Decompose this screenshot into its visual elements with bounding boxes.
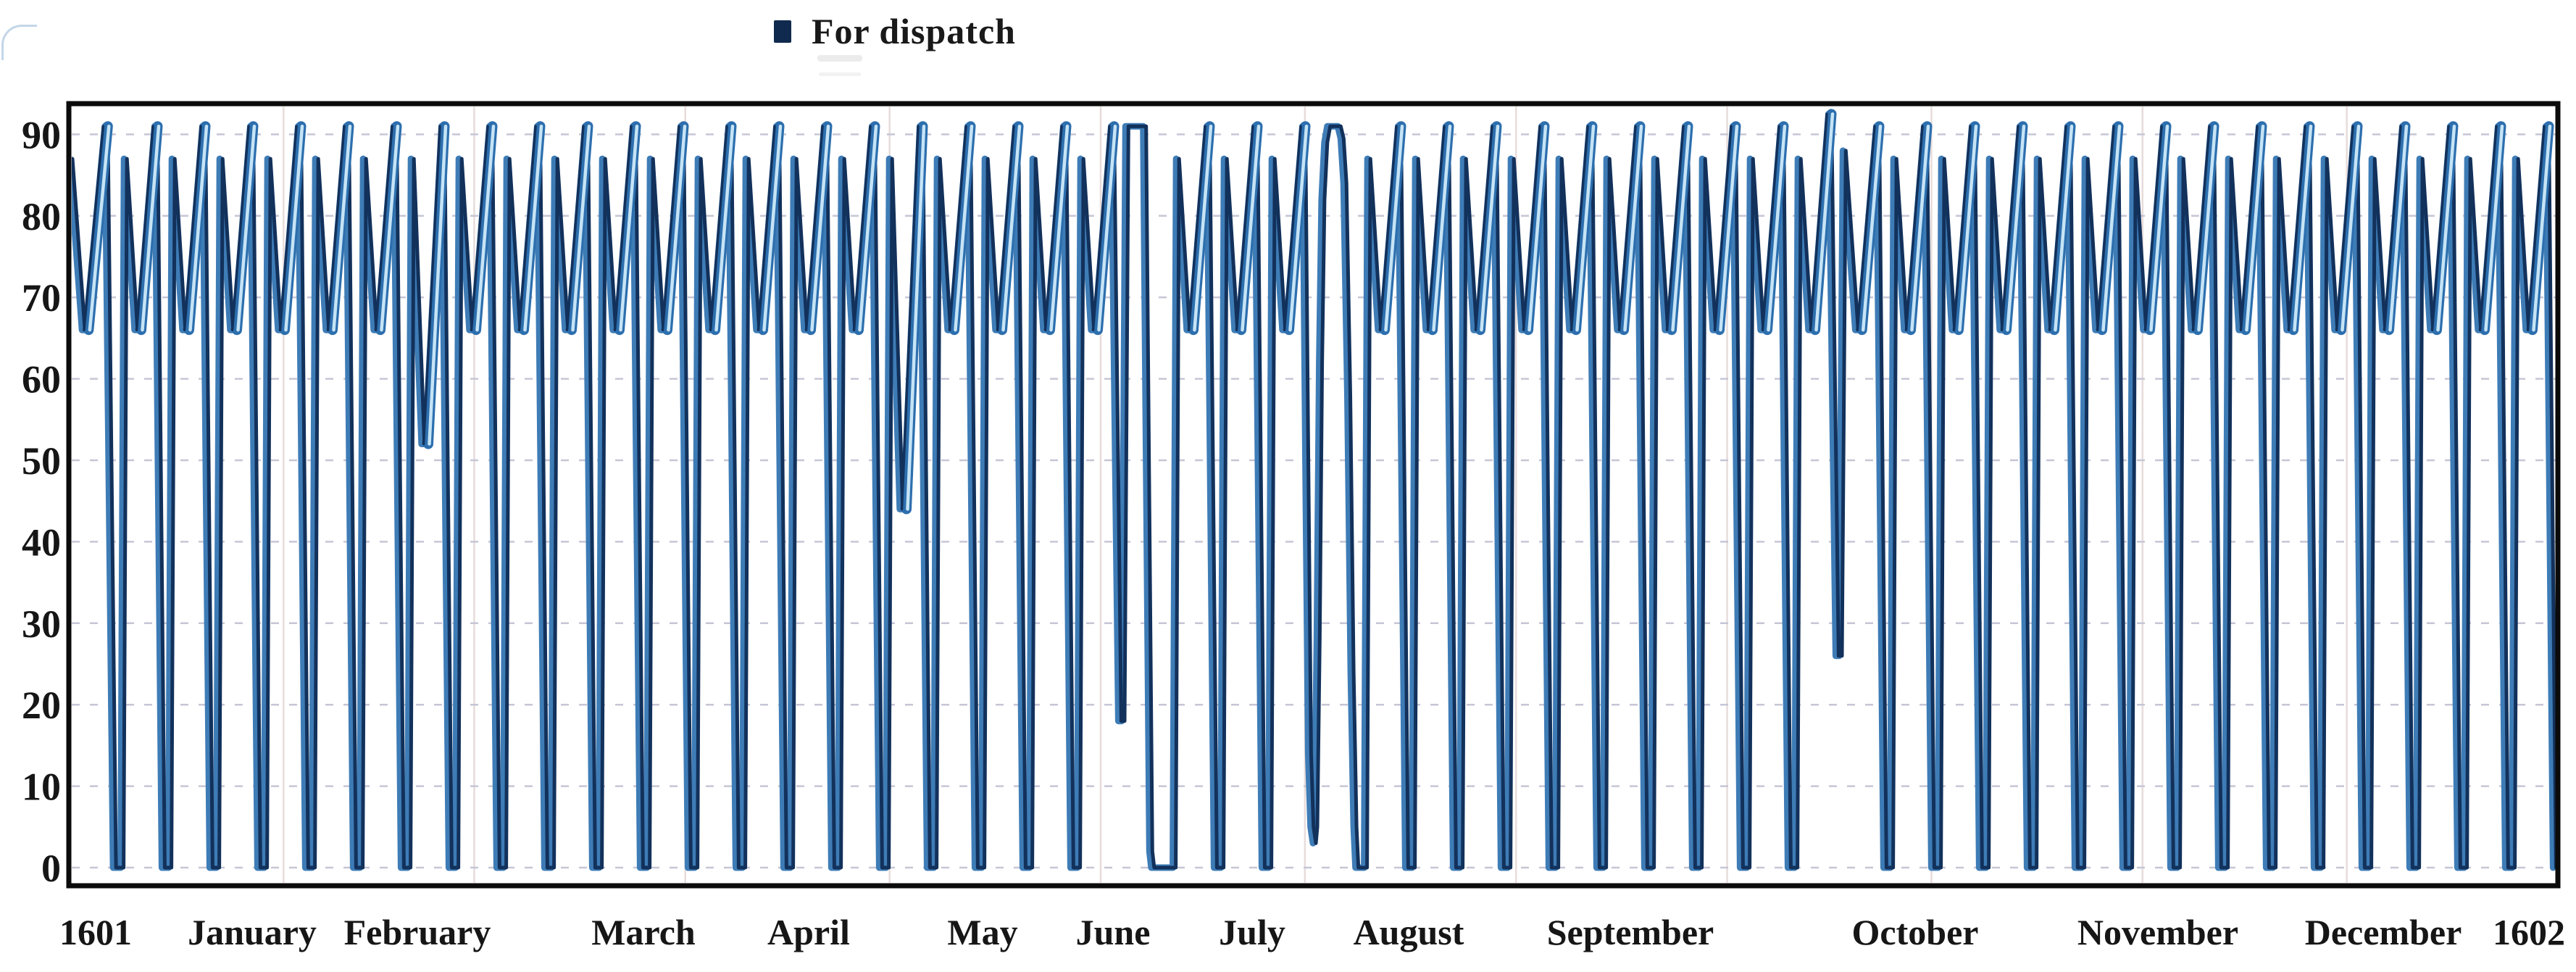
x-axis-month-label: 1601 <box>59 912 132 952</box>
y-axis-tick-label: 20 <box>22 684 61 727</box>
y-axis-tick-label: 80 <box>22 195 61 238</box>
x-axis-month-label: August <box>1354 912 1464 952</box>
series-line <box>72 112 2556 870</box>
x-axis-month-label: February <box>344 912 491 952</box>
x-axis-month-label: January <box>188 912 317 952</box>
x-axis-month-label: June <box>1076 912 1151 952</box>
x-axis-month-label: March <box>591 912 696 952</box>
y-axis-tick-label: 90 <box>22 113 61 157</box>
series-band-edge <box>83 112 2546 511</box>
panel-corner-decoration <box>1 25 37 60</box>
legend-marker <box>774 20 791 43</box>
y-axis-tick-label: 50 <box>22 439 61 483</box>
x-axis-month-label: September <box>1547 912 1714 952</box>
plot-frame <box>66 101 2561 889</box>
x-axis-month-label: December <box>2305 912 2462 952</box>
x-axis-month-label: November <box>2077 912 2238 952</box>
y-axis-tick-label: 10 <box>22 765 61 809</box>
series-band-core <box>88 112 2552 511</box>
x-axis-month-label: May <box>947 912 1017 952</box>
y-axis-tick-label: 30 <box>22 602 61 646</box>
x-axis-month-label: 1602 <box>2493 912 2565 952</box>
legend: For dispatch <box>774 13 1016 49</box>
y-axis-tick-label: 60 <box>22 358 61 402</box>
x-axis-month-label: October <box>1852 912 1979 952</box>
artifact-smudge <box>817 55 862 62</box>
x-axis-month-label: April <box>767 912 850 952</box>
y-axis-tick-label: 40 <box>22 520 61 564</box>
x-axis-month-label: July <box>1219 912 1285 952</box>
series-for-dispatch <box>72 109 2556 871</box>
y-axis-tick-label: 0 <box>41 847 61 890</box>
y-axis-tick-label: 70 <box>22 276 61 320</box>
legend-label: For dispatch <box>812 11 1016 51</box>
